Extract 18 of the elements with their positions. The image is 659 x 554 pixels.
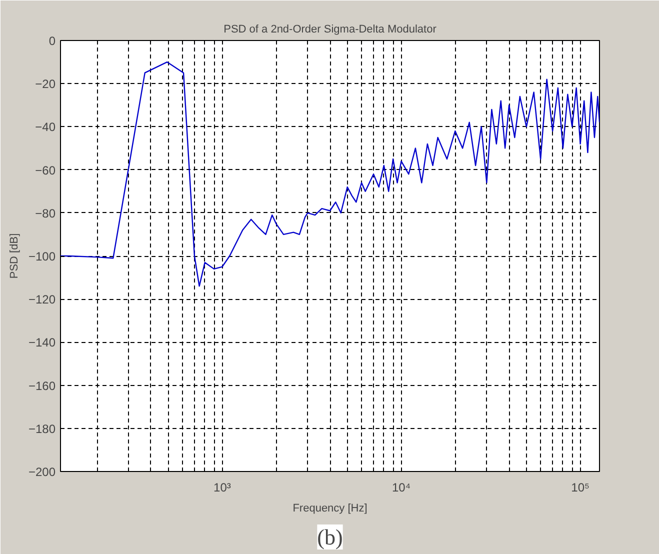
- y-tick-label: −140: [28, 336, 56, 350]
- y-tick-label: −200: [28, 465, 56, 479]
- x-tick-label: 10⁵: [571, 480, 590, 494]
- y-tick-label: −100: [28, 250, 56, 264]
- y-tick-label: −60: [35, 163, 56, 178]
- y-axis-title: PSD [dB]: [8, 233, 20, 279]
- y-tick-label: −160: [28, 378, 56, 393]
- text: (b): [317, 524, 343, 550]
- y-tick-label: −120: [28, 292, 56, 307]
- y-tick-label: −20: [35, 77, 56, 92]
- y-tick-label: −40: [35, 120, 56, 134]
- x-tick-label: 10⁴: [392, 480, 411, 494]
- chart-title: PSD of a 2nd-Order Sigma-Delta Modulator: [224, 24, 437, 36]
- y-tick-label: 0: [48, 34, 56, 48]
- x-tick-label: 10³: [214, 480, 231, 494]
- x-axis-title: Frequency [Hz]: [292, 502, 368, 514]
- y-tick-label: −80: [35, 206, 56, 220]
- y-tick-label: −180: [28, 422, 56, 436]
